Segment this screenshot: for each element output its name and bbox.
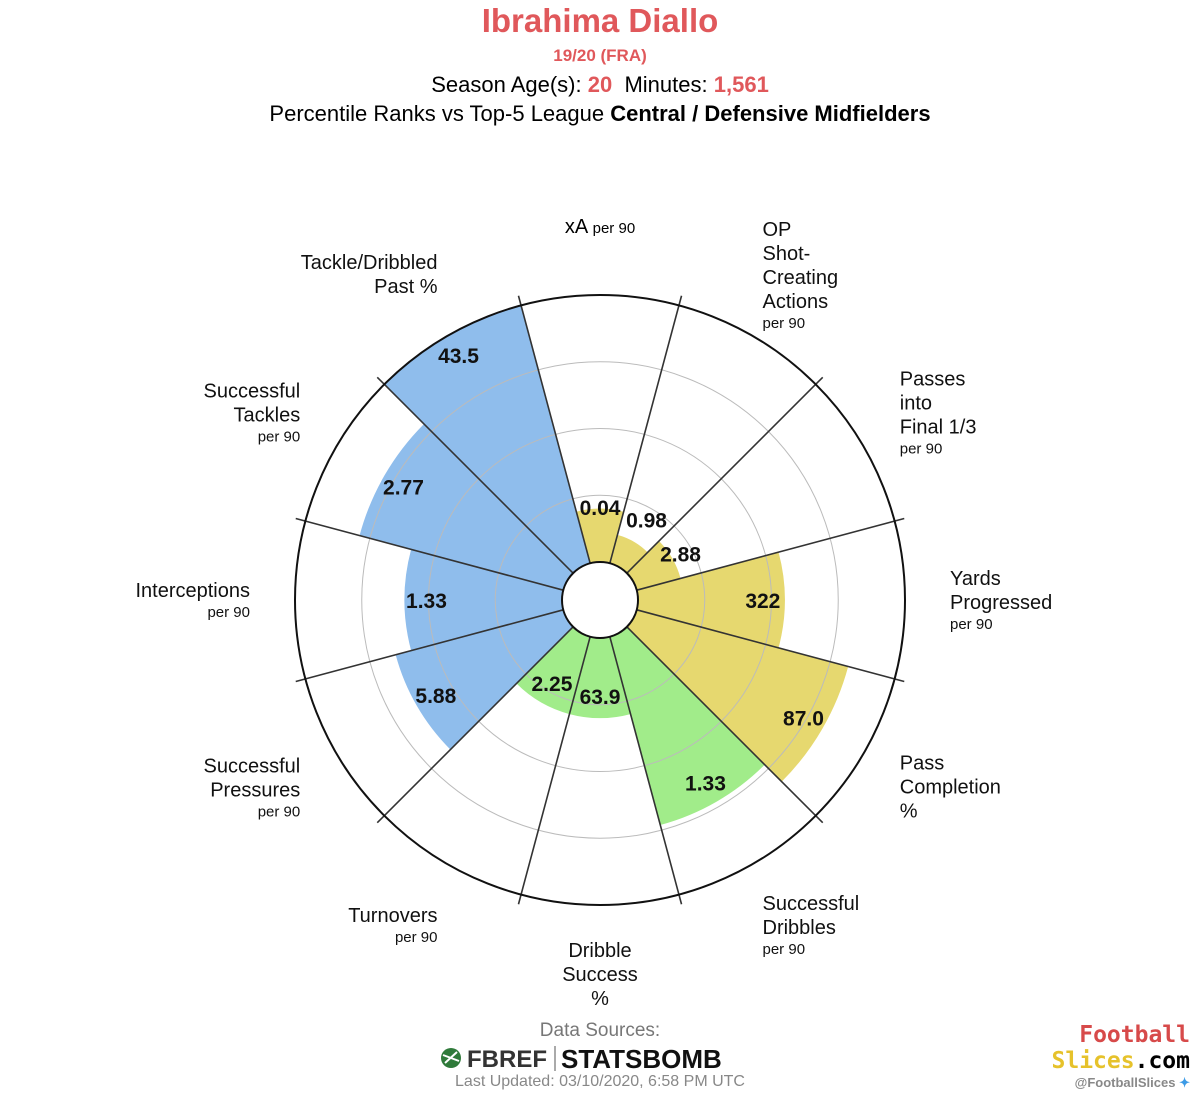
wedge-4 — [626, 609, 849, 782]
outer-ring — [294, 294, 906, 906]
brand-line-2a: Slices — [1051, 1048, 1135, 1074]
age-minutes-line: Season Age(s): 20 Minutes: 1,561 — [0, 72, 1200, 98]
divider-7 — [517, 636, 591, 905]
grid-circle-75 — [361, 361, 839, 839]
age-value: 20 — [587, 72, 613, 97]
comparison-group: Central / Defensive Midfielders — [610, 101, 931, 126]
source-logos: FBREF STATSBOMB — [441, 1044, 722, 1073]
twitter-bird-icon: ✦ — [1179, 1075, 1190, 1090]
grid-circle-50 — [428, 428, 772, 772]
divider-8 — [376, 626, 574, 824]
age-label: Season Age(s): — [431, 72, 582, 97]
divider-2 — [626, 376, 824, 574]
wedge-10 — [359, 423, 574, 591]
value-label-0: 0.04 — [580, 497, 621, 520]
divider-3 — [636, 517, 905, 591]
category-label-9: Interceptions — [135, 580, 250, 602]
category-label-7: Turnovers — [348, 905, 437, 927]
category-label-11: Tackle/Dribbled Past % — [301, 252, 438, 298]
statsbomb-logo-text: STATSBOMB — [561, 1044, 722, 1073]
divider-6 — [609, 636, 683, 905]
category-unit-10: per 90 — [258, 429, 301, 446]
divider-4 — [636, 609, 905, 683]
wedge-2 — [626, 541, 681, 591]
value-label-5: 1.33 — [685, 773, 726, 796]
category-unit-2: per 90 — [900, 441, 943, 458]
divider-5 — [626, 626, 824, 824]
brand-line-2b: .com — [1134, 1048, 1190, 1074]
value-label-10: 2.77 — [383, 477, 424, 500]
wedge-3 — [636, 552, 785, 648]
minutes-value: 1,561 — [713, 72, 769, 97]
comparison-prefix: Percentile Ranks vs Top-5 League — [269, 101, 605, 126]
value-label-7: 2.25 — [532, 673, 573, 696]
category-label-2: Passes into Final 1/3 — [900, 369, 977, 439]
value-label-2: 2.88 — [660, 544, 701, 567]
value-label-4: 87.0 — [783, 707, 824, 730]
player-name: Ibrahima Diallo — [481, 2, 719, 39]
divider-1 — [609, 295, 683, 564]
category-label-3: Yards Progressed — [950, 568, 1052, 614]
brand-line-1: Football — [1079, 1022, 1190, 1048]
fbref-logo-text: FBREF — [467, 1046, 547, 1073]
data-sources-label: Data Sources: — [539, 1020, 661, 1041]
wedge-9 — [404, 549, 564, 651]
category-label-6: Dribble Success% — [562, 940, 638, 1010]
category-label-0: xA per 90 — [565, 216, 635, 238]
comparison-line: Percentile Ranks vs Top-5 League Central… — [0, 101, 1200, 127]
statsbomb-logo: STATSBOMB — [561, 1044, 722, 1073]
category-unit-9: per 90 — [207, 604, 250, 621]
fbref-logo: FBREF — [441, 1046, 547, 1073]
category-unit-8: per 90 — [258, 804, 301, 821]
divider-11 — [376, 376, 574, 574]
wedge-5 — [609, 626, 765, 825]
wedge-7 — [516, 626, 591, 715]
value-label-3: 322 — [745, 590, 780, 613]
category-unit-1: per 90 — [763, 315, 806, 332]
category-unit-3: per 90 — [950, 616, 993, 633]
wedge-0 — [576, 508, 624, 564]
wedge-8 — [395, 609, 574, 750]
minutes-label: Minutes: — [624, 72, 708, 97]
divider-10 — [295, 517, 564, 591]
value-label-6: 63.9 — [580, 686, 621, 709]
wedge-1 — [609, 534, 648, 574]
divider-0 — [517, 295, 591, 564]
category-label-8: Successful Pressures — [204, 756, 301, 802]
grid-circle-25 — [494, 494, 706, 706]
category-unit-5: per 90 — [763, 941, 806, 958]
season-label: 19/20 (FRA) — [553, 46, 647, 65]
value-label-9: 1.33 — [406, 590, 447, 613]
footballslices-brand: Football Slices.com @FootballSlices ✦ — [1020, 1022, 1190, 1092]
category-unit-7: per 90 — [395, 929, 438, 946]
category-label-4: Pass Completion% — [900, 753, 1001, 823]
category-label-10: Successful Tackles — [204, 381, 301, 427]
value-label-11: 43.5 — [438, 345, 479, 368]
category-label-1: OP Shot-Creating Actions — [763, 219, 839, 313]
divider-9 — [295, 609, 564, 683]
last-updated: Last Updated: 03/10/2020, 6:58 PM UTC — [455, 1073, 745, 1090]
category-label-5: Successful Dribbles — [763, 893, 860, 939]
center-hole — [561, 561, 639, 639]
value-label-1: 0.98 — [626, 509, 667, 532]
value-label-8: 5.88 — [415, 685, 456, 708]
brand-handle: @FootballSlices — [1074, 1075, 1176, 1090]
